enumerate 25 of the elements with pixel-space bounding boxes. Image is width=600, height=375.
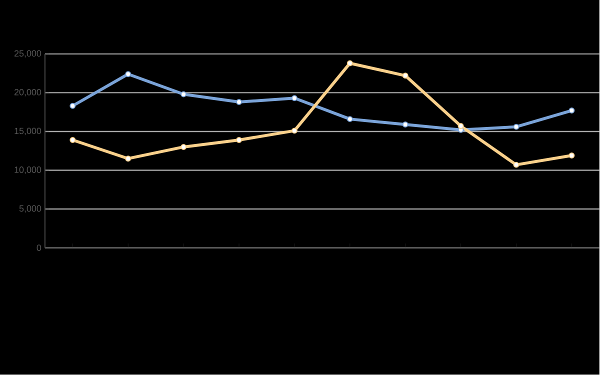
point bbox=[125, 71, 132, 78]
point bbox=[70, 103, 76, 110]
point bbox=[346, 60, 353, 66]
point bbox=[402, 72, 408, 79]
point bbox=[513, 124, 520, 130]
y-tick-label: 0 bbox=[36, 244, 42, 252]
point bbox=[346, 116, 353, 122]
y-tick-label: 20,000 bbox=[14, 89, 42, 97]
point bbox=[236, 99, 242, 106]
point bbox=[402, 122, 408, 128]
point bbox=[568, 152, 575, 159]
point bbox=[291, 95, 298, 102]
y-tick-label: 15,000 bbox=[14, 128, 42, 136]
point bbox=[568, 108, 575, 114]
point bbox=[70, 137, 76, 144]
y-tick-label: 10,000 bbox=[14, 166, 42, 174]
point bbox=[458, 123, 464, 130]
y-tick-label: 5,000 bbox=[19, 205, 42, 213]
point bbox=[180, 91, 187, 98]
point bbox=[513, 162, 520, 168]
point bbox=[180, 144, 187, 150]
point bbox=[236, 137, 242, 144]
y-tick-label: 25,000 bbox=[14, 50, 42, 58]
point bbox=[291, 128, 298, 134]
point bbox=[125, 156, 132, 162]
